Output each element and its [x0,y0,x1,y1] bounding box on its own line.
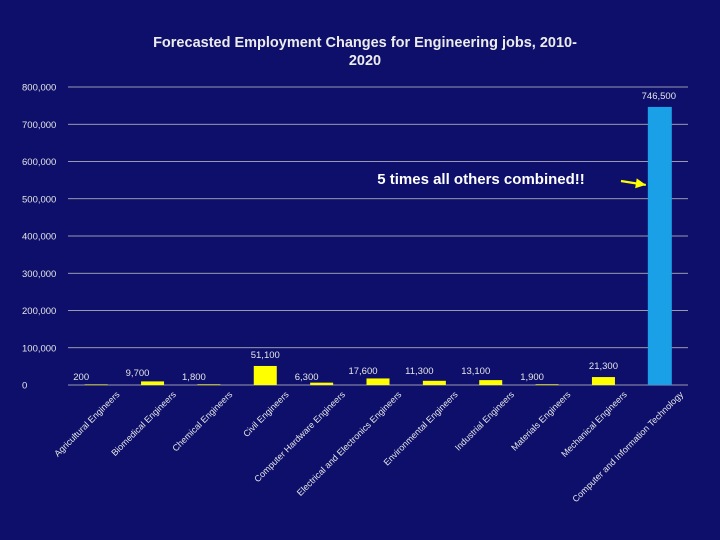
y-tick-label: 800,000 [22,83,56,94]
data-label: 17,600 [348,366,377,377]
y-tick-label: 400,000 [22,232,56,243]
y-tick-label: 700,000 [22,120,56,131]
data-label: 51,100 [251,350,280,361]
y-tick-label: 200,000 [22,306,56,317]
category-label: Computer and Information Technology [570,389,685,504]
bar-materials-engineers [535,384,559,385]
data-label: 6,300 [295,372,319,383]
y-tick-label: 500,000 [22,194,56,205]
category-label: Civil Engineers [241,389,291,439]
bar-biomedical-engineers [141,381,165,385]
data-label: 11,300 [405,366,433,377]
category-label: Computer Hardware Engineers [252,389,347,484]
annotation-arrowhead [635,178,646,189]
bar-civil-engineers [253,365,277,385]
chart-title-line-2: 2020 [348,53,382,69]
annotation-text: 5 times all others combined!! [377,171,585,188]
chart-title-line-1: Forecasted Employment Changes for Engine… [153,35,577,51]
data-label: 9,700 [126,368,150,379]
bar-chemical-engineers [197,384,221,385]
data-label: 1,900 [520,372,544,383]
bar-computer-hardware-engineers [310,382,334,385]
category-label: Materials Engineers [509,389,573,453]
category-label: Electrical and Electronics Engineers [295,389,404,498]
category-label: Biomedical Engineers [109,389,178,458]
bar-industrial-engineers [479,380,503,385]
y-tick-label: 300,000 [22,269,56,280]
y-tick-label: 100,000 [22,343,56,354]
data-label: 1,800 [182,372,206,383]
bar-mechanical-engineers [591,377,615,385]
y-tick-label: 0 [22,381,27,392]
bar-agricultural-engineers [84,384,108,385]
data-label: 746,500 [642,91,676,102]
data-label: 13,100 [461,366,490,377]
category-label: Chemical Engineers [170,389,234,453]
bar-electrical-and-electronics-engineers [366,378,390,385]
data-label: 21,300 [589,361,618,372]
bar-computer-and-information-technology [647,106,672,386]
bar-environmental-engineers [422,380,446,385]
category-label: Industrial Engineers [453,389,517,453]
data-label: 200 [73,372,89,383]
chart-title: Forecasted Employment Changes for Engine… [90,34,640,70]
y-tick-label: 600,000 [22,157,56,168]
